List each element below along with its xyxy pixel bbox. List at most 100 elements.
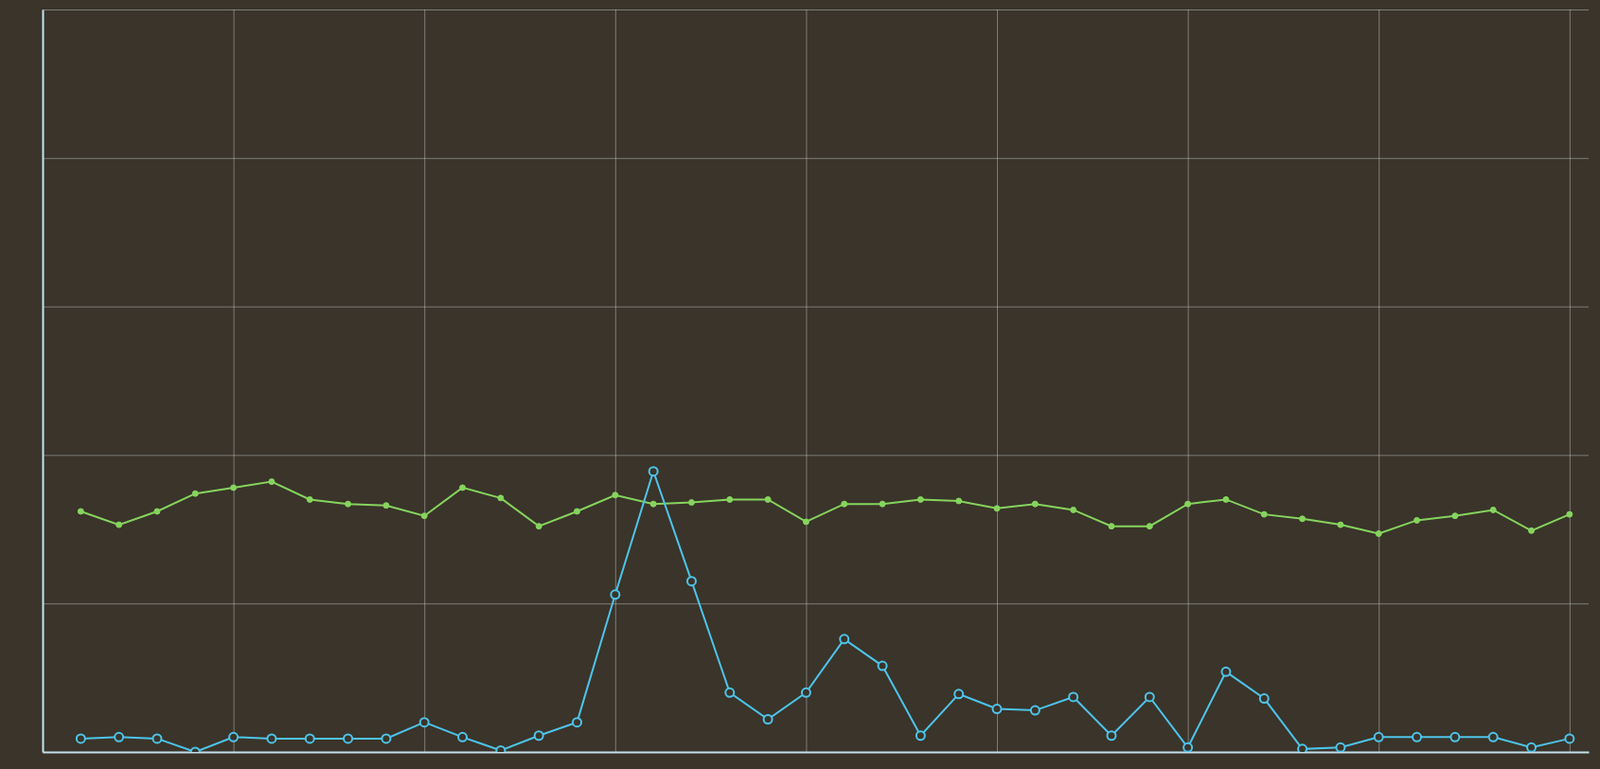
point	[687, 576, 696, 586]
point	[114, 732, 124, 742]
point	[460, 484, 466, 491]
point	[650, 500, 657, 507]
point	[839, 634, 849, 643]
point	[534, 730, 544, 740]
tick	[42, 306, 1589, 308]
background	[0, 0, 1600, 769]
point	[381, 733, 391, 743]
point	[1566, 511, 1573, 517]
point	[801, 688, 811, 697]
grid-line	[1569, 9, 1571, 752]
grid-line	[233, 9, 235, 752]
point	[1146, 523, 1153, 530]
point	[154, 508, 160, 515]
series-line	[80, 481, 1570, 534]
point	[764, 714, 773, 724]
tick	[233, 9, 235, 752]
tick	[615, 9, 617, 752]
point	[1068, 692, 1078, 701]
tick	[1188, 9, 1190, 752]
point	[878, 661, 888, 671]
grid-line	[996, 9, 998, 752]
point	[192, 490, 198, 497]
point	[1145, 692, 1155, 701]
point	[305, 733, 315, 743]
point	[1070, 506, 1077, 513]
point	[1261, 511, 1267, 517]
point	[573, 508, 580, 515]
series-group	[76, 466, 1575, 752]
point	[1297, 744, 1307, 752]
point	[1335, 743, 1345, 752]
point	[1031, 706, 1040, 715]
point	[1185, 500, 1192, 507]
point	[421, 513, 427, 519]
x-axis	[43, 9, 1590, 753]
point	[1564, 733, 1574, 743]
point	[306, 496, 313, 502]
point	[1260, 693, 1269, 703]
point	[76, 733, 86, 743]
point	[1412, 732, 1422, 742]
point	[1221, 667, 1230, 676]
point	[956, 497, 962, 504]
point	[841, 500, 848, 507]
point	[688, 499, 694, 506]
point	[383, 502, 390, 509]
point	[725, 688, 734, 697]
tick	[42, 454, 1589, 456]
series-line	[80, 471, 1570, 752]
point	[1375, 531, 1382, 537]
grid-line	[1378, 9, 1380, 752]
point	[77, 508, 84, 515]
grid-line	[42, 454, 1589, 456]
point	[1031, 500, 1038, 507]
point	[1528, 527, 1535, 534]
point	[1108, 523, 1115, 530]
point	[1337, 521, 1344, 528]
point	[764, 496, 771, 502]
point	[116, 521, 123, 528]
tick	[42, 9, 1589, 11]
point	[1414, 516, 1421, 523]
tick	[42, 751, 1589, 753]
grid-line	[42, 158, 1589, 160]
grid-line	[42, 306, 1589, 308]
point	[649, 466, 658, 476]
point	[612, 492, 619, 498]
point	[535, 523, 542, 530]
point	[1452, 513, 1458, 519]
point	[954, 689, 963, 698]
point	[231, 484, 237, 491]
grid-line	[424, 9, 426, 752]
point	[191, 747, 200, 753]
point	[802, 518, 809, 525]
point	[497, 495, 504, 501]
point	[610, 589, 620, 599]
point	[345, 500, 352, 507]
tick	[1569, 9, 1571, 752]
point	[343, 733, 353, 743]
point	[993, 704, 1002, 713]
point	[152, 733, 161, 743]
point	[1223, 496, 1229, 502]
point	[268, 479, 275, 485]
chart	[0, 0, 1600, 769]
point	[1527, 743, 1536, 752]
plot	[42, 9, 1590, 757]
y-axis	[42, 10, 1589, 753]
grid-line	[1188, 9, 1190, 752]
axis-line	[42, 10, 45, 753]
point	[496, 746, 505, 752]
tick	[805, 9, 807, 752]
tick	[996, 9, 998, 752]
point	[1374, 732, 1384, 742]
grid-line	[615, 9, 617, 752]
point	[917, 496, 924, 502]
grid-line	[42, 751, 1589, 753]
point	[727, 496, 733, 502]
point	[1106, 730, 1116, 740]
point	[1183, 743, 1192, 752]
grid-line	[805, 9, 807, 752]
point	[1489, 732, 1498, 742]
